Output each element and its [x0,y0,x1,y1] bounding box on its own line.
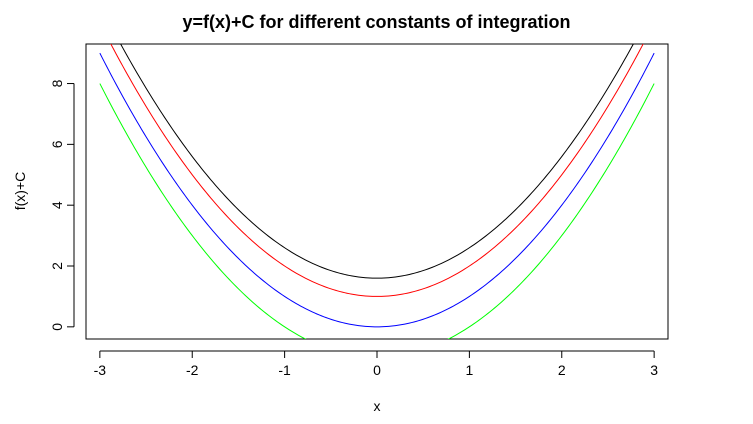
series-line-3 [99,52,655,328]
y-tick-label: 0 [49,323,65,331]
x-axis-label: x [374,398,381,414]
y-tick-label: 6 [49,140,65,148]
x-tick-label: 2 [558,362,566,378]
series-line-4 [99,83,655,339]
series-line-2 [110,44,644,297]
x-axis: -3 -2 -1 0 1 2 3 [94,350,658,378]
y-tick-label: 4 [49,201,65,209]
x-tick-label: -1 [278,362,291,378]
y-tick-label: 8 [49,79,65,87]
x-tick-label: 3 [650,362,658,378]
x-tick-label: -3 [94,362,107,378]
x-tick-label: -2 [186,362,199,378]
y-tick-label: 2 [49,262,65,270]
plot-frame [85,43,669,340]
y-axis-label: f(x)+C [12,172,28,211]
chart-title: y=f(x)+C for different constants of inte… [182,12,570,32]
curves [99,44,655,339]
series-line-1 [120,44,634,279]
y-axis: 0 2 4 6 8 [49,79,75,331]
x-tick-label: 0 [373,362,381,378]
x-tick-label: 1 [465,362,473,378]
